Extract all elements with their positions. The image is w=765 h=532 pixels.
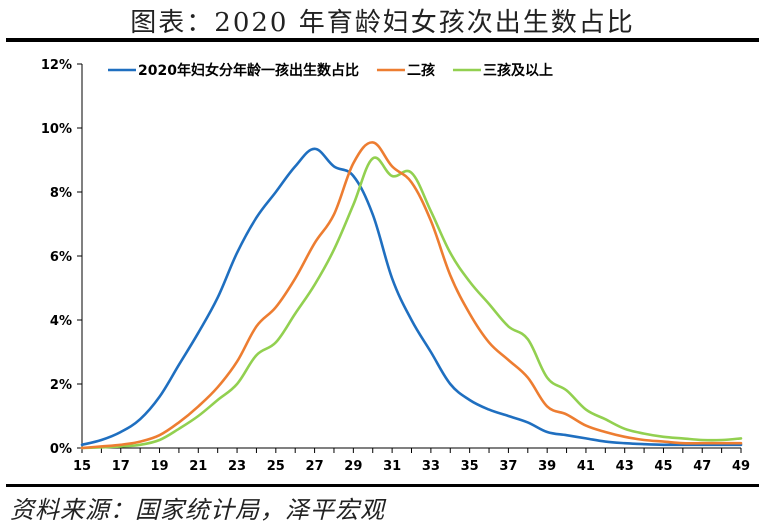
y-tick-label: 0% bbox=[50, 442, 72, 457]
y-tick-label: 2% bbox=[50, 378, 72, 393]
series-line-1 bbox=[80, 147, 743, 447]
legend: 2020年妇女分年龄一孩出生数占比 二孩 三孩及以上 bbox=[108, 62, 553, 79]
y-tick-label: 12% bbox=[41, 58, 72, 73]
x-tick-label: 27 bbox=[306, 459, 324, 474]
y-tick-label: 8% bbox=[50, 186, 72, 201]
top-rule bbox=[6, 38, 759, 42]
source-note: 资料来源：国家统计局，泽平宏观 bbox=[10, 496, 385, 524]
legend-label-1: 2020年妇女分年龄一孩出生数占比 bbox=[138, 62, 359, 79]
x-tick-label: 49 bbox=[732, 459, 750, 474]
x-tick-label: 15 bbox=[73, 459, 91, 474]
series-lines bbox=[80, 141, 743, 450]
x-tick-label: 31 bbox=[383, 459, 401, 474]
x-tick-label: 45 bbox=[654, 459, 672, 474]
y-tick-label: 10% bbox=[41, 122, 72, 137]
x-tick-label: 43 bbox=[616, 459, 634, 474]
x-tick-label: 29 bbox=[344, 459, 362, 474]
x-tick-label: 47 bbox=[693, 459, 711, 474]
x-tick-label: 25 bbox=[267, 459, 285, 474]
x-tick-label: 35 bbox=[461, 459, 479, 474]
x-tick-label: 39 bbox=[538, 459, 556, 474]
legend-label-3: 三孩及以上 bbox=[483, 62, 553, 79]
x-tick-label: 41 bbox=[577, 459, 595, 474]
x-axis: 15 17 19 21 23 25 27 29 31 33 35 37 39 41 43 45 47 49 bbox=[73, 447, 750, 474]
series-line-2 bbox=[80, 141, 743, 450]
x-tick-label: 17 bbox=[112, 459, 130, 474]
y-axis: 0% 2% 4% 6% 8% 10% 12% bbox=[41, 58, 83, 457]
y-tick-label: 4% bbox=[50, 314, 72, 329]
chart-title: 图表：2020 年育龄妇女孩次出生数占比 bbox=[130, 8, 635, 38]
x-tick-label: 19 bbox=[150, 459, 168, 474]
y-tick-label: 6% bbox=[50, 250, 72, 265]
x-tick-label: 23 bbox=[228, 459, 246, 474]
x-tick-label: 37 bbox=[499, 459, 517, 474]
series-line-3 bbox=[80, 156, 743, 450]
x-tick-label: 21 bbox=[189, 459, 207, 474]
bottom-rule bbox=[6, 484, 759, 487]
x-tick-label: 33 bbox=[422, 459, 440, 474]
legend-label-2: 二孩 bbox=[407, 62, 435, 79]
